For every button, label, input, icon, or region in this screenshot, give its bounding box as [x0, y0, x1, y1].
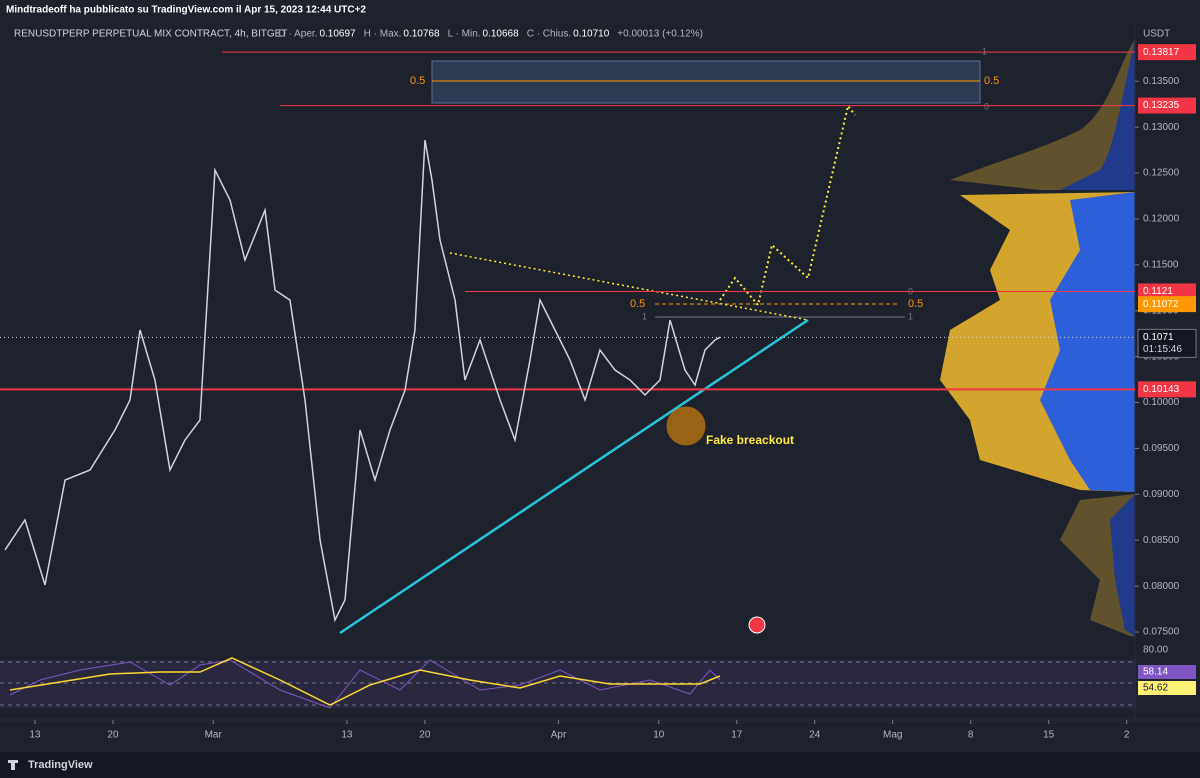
x-tick-label: 2 [1124, 730, 1130, 741]
price-tag-label: 0.11072 [1143, 299, 1179, 310]
y-tick-label: 0.13000 [1143, 122, 1180, 133]
price-tag [1138, 97, 1196, 114]
price-tag-label: 0.13817 [1143, 47, 1180, 58]
legend-item: 0.10668 [483, 29, 520, 40]
legend-item: O · Aper. [278, 29, 317, 40]
x-tick-label: 17 [731, 730, 743, 741]
y-tick-label: 0.13500 [1143, 76, 1180, 87]
brand: TradingView [28, 759, 93, 771]
symbol-title: RENUSDTPERP PERPETUAL MIX CONTRACT, 4h, … [14, 29, 287, 40]
rsi-tag-label: 58.14 [1143, 667, 1168, 678]
fib-label: 0.5 [908, 298, 923, 310]
fib-label: 0.5 [410, 75, 425, 87]
x-tick-label: Mag [883, 730, 902, 741]
currency: USDT [1143, 29, 1170, 40]
x-tick-label: 10 [653, 730, 665, 741]
price-tag [1138, 283, 1196, 300]
annotation: Fake breackout [706, 433, 794, 447]
fib-zone [431, 60, 981, 104]
rsi-ma [9, 657, 721, 706]
x-tick-label: Apr [551, 730, 567, 741]
x-tick-label: 20 [419, 730, 431, 741]
price-tag-label: 0.13235 [1143, 100, 1180, 111]
volume-profile [950, 40, 1135, 190]
price-tag [1138, 44, 1196, 61]
y-tick-label: 0.09000 [1143, 489, 1180, 500]
y-tick-label: 0.09500 [1143, 443, 1180, 454]
rsi-tag [1138, 665, 1196, 679]
highlight [666, 406, 706, 446]
fib-label: 1 [908, 311, 913, 321]
y-tick-label: 0.08500 [1143, 535, 1180, 546]
volume-profile [1060, 40, 1135, 190]
event-icon [748, 616, 766, 634]
price-tag [1137, 328, 1197, 358]
x-tick-label: 24 [809, 730, 821, 741]
fib-label: 1 [642, 311, 647, 321]
rsi-tag [1138, 681, 1196, 695]
fib-label: 1 [982, 46, 987, 56]
projection [719, 103, 856, 308]
y-tick-label: 0.07500 [1143, 627, 1180, 638]
x-tick-label: 15 [1043, 730, 1055, 741]
price-line [4, 139, 721, 623]
y-tick-label: 0.11500 [1143, 259, 1179, 270]
legend-item: 0.10710 [573, 29, 610, 40]
y-tick-label: 0.12000 [1143, 214, 1180, 225]
x-tick-label: 8 [968, 730, 974, 741]
rsi-tag-label: 54.62 [1143, 683, 1168, 694]
price-tag [1138, 296, 1196, 313]
y-tick-label: 0.10000 [1143, 397, 1180, 408]
volume-profile [1110, 494, 1135, 636]
rsi-tick: 80.00 [1143, 645, 1168, 656]
rsi-band [0, 660, 1135, 708]
legend-item: C · Chius. [527, 29, 571, 40]
x-tick-label: Mar [205, 730, 223, 741]
y-tick-label: 0.12500 [1143, 168, 1180, 179]
published: Mindtradeoff ha pubblicato su TradingVie… [6, 5, 366, 16]
legend-item: L · Min. [448, 29, 481, 40]
fib-label: 0.5 [984, 75, 999, 87]
y-tick-label: 0.08000 [1143, 581, 1180, 592]
legend-item: 0.10697 [319, 29, 356, 40]
legend-item: H · Max. [364, 29, 402, 40]
x-tick-label: 13 [29, 730, 41, 741]
x-tick-label: 13 [341, 730, 353, 741]
legend-item: 0.10768 [403, 29, 440, 40]
price-tag-label: 0.1071 [1143, 332, 1174, 343]
fib-label: 0 [984, 101, 989, 111]
trendline [449, 252, 809, 321]
countdown: 01:15:46 [1143, 344, 1182, 355]
footer [0, 752, 1200, 778]
x-tick-label: 20 [107, 730, 119, 741]
fib-label: 0.5 [630, 298, 645, 310]
volume-profile [1040, 192, 1135, 492]
rsi-line [9, 659, 721, 709]
trendline [339, 318, 809, 635]
price-tag-label: 0.10143 [1143, 384, 1180, 395]
logo [8, 760, 18, 770]
price-tag [1138, 381, 1196, 398]
price-tag-label: 0.1121 [1143, 286, 1173, 297]
legend-item: +0.00013 (+0.12%) [617, 29, 703, 40]
